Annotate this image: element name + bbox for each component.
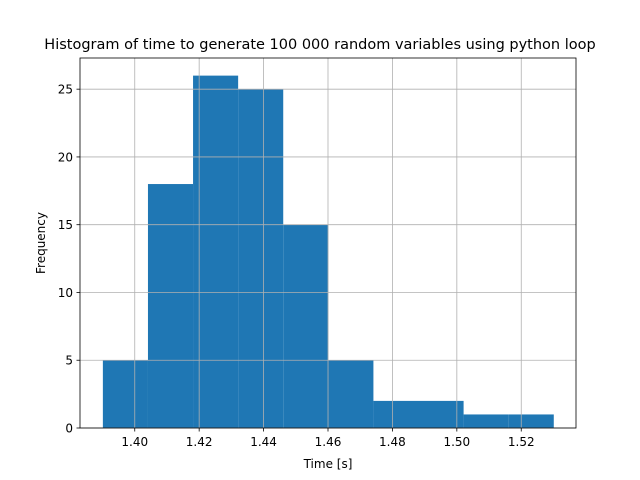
y-axis-label: Frequency (34, 212, 48, 274)
x-tick-label-6: 1.50 (443, 435, 470, 449)
chart-title: Histogram of time to generate 100 000 ra… (44, 37, 595, 53)
y-tick-label-6: 25 (58, 83, 73, 97)
histogram-bar-2 (147, 184, 194, 428)
x-tick-label-4: 1.46 (315, 435, 342, 449)
y-ticks-group: 0 5 10 15 20 25 (58, 83, 80, 436)
y-tick-label-1: 0 (65, 422, 73, 436)
histogram-bar-1 (102, 360, 148, 428)
histogram-bar-8 (418, 400, 464, 428)
x-tick-label-2: 1.42 (186, 435, 213, 449)
histogram-bar-5 (283, 224, 329, 428)
x-tick-label-7: 1.52 (508, 435, 535, 449)
x-tick-label-3: 1.44 (250, 435, 277, 449)
y-tick-label-2: 5 (65, 354, 73, 368)
x-axis-label: Time [s] (303, 457, 353, 471)
plot-frame (79, 57, 577, 429)
histogram-bar-10 (508, 414, 554, 428)
x-tick-label-1: 1.40 (121, 435, 148, 449)
histogram-bar-6 (328, 360, 374, 428)
x-tick-label-5: 1.48 (379, 435, 406, 449)
histogram-bar-4 (238, 89, 284, 429)
bars-group (102, 75, 554, 429)
x-ticks-group: 1.40 1.42 1.44 1.46 1.48 1.50 1.52 (121, 428, 535, 449)
y-tick-label-5: 20 (58, 150, 73, 164)
y-tick-label-4: 15 (58, 218, 73, 232)
histogram-bar-9 (463, 414, 509, 428)
y-tick-label-3: 10 (58, 286, 73, 300)
histogram-bar-7 (373, 400, 419, 428)
histogram-bar-3 (193, 75, 239, 428)
